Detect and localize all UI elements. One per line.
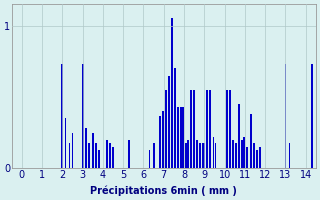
Bar bbox=[253, 143, 255, 168]
Bar bbox=[149, 150, 150, 168]
Bar bbox=[202, 143, 204, 168]
Bar bbox=[174, 68, 176, 168]
Bar bbox=[88, 143, 90, 168]
Bar bbox=[238, 104, 240, 168]
Bar bbox=[206, 90, 208, 168]
Bar bbox=[289, 143, 290, 168]
Bar bbox=[246, 147, 248, 168]
Bar bbox=[171, 18, 173, 168]
Bar bbox=[82, 64, 84, 168]
X-axis label: Précipitations 6min ( mm ): Précipitations 6min ( mm ) bbox=[90, 185, 237, 196]
Bar bbox=[193, 90, 195, 168]
Bar bbox=[180, 107, 182, 168]
Bar bbox=[98, 150, 100, 168]
Bar bbox=[165, 90, 167, 168]
Bar bbox=[229, 90, 231, 168]
Bar bbox=[128, 140, 130, 168]
Bar bbox=[109, 143, 111, 168]
Bar bbox=[162, 111, 164, 168]
Bar bbox=[256, 150, 258, 168]
Bar bbox=[185, 143, 187, 168]
Bar bbox=[199, 143, 201, 168]
Bar bbox=[61, 64, 63, 168]
Bar bbox=[204, 143, 205, 168]
Bar bbox=[196, 140, 198, 168]
Bar bbox=[153, 143, 155, 168]
Bar bbox=[65, 118, 66, 168]
Bar bbox=[68, 143, 70, 168]
Bar bbox=[182, 107, 184, 168]
Bar bbox=[259, 147, 261, 168]
Bar bbox=[232, 140, 234, 168]
Bar bbox=[159, 116, 161, 168]
Bar bbox=[177, 107, 179, 168]
Bar bbox=[214, 143, 216, 168]
Bar bbox=[311, 64, 313, 168]
Bar bbox=[235, 143, 237, 168]
Bar bbox=[112, 147, 114, 168]
Bar bbox=[250, 114, 252, 168]
Bar bbox=[241, 140, 243, 168]
Bar bbox=[226, 90, 228, 168]
Bar bbox=[106, 140, 108, 168]
Bar bbox=[212, 137, 214, 168]
Bar bbox=[95, 143, 97, 168]
Bar bbox=[190, 90, 192, 168]
Bar bbox=[243, 137, 245, 168]
Bar bbox=[85, 128, 87, 168]
Bar bbox=[210, 90, 211, 168]
Bar bbox=[72, 133, 73, 168]
Bar bbox=[284, 64, 286, 168]
Bar bbox=[168, 76, 170, 168]
Bar bbox=[187, 140, 189, 168]
Bar bbox=[92, 133, 94, 168]
